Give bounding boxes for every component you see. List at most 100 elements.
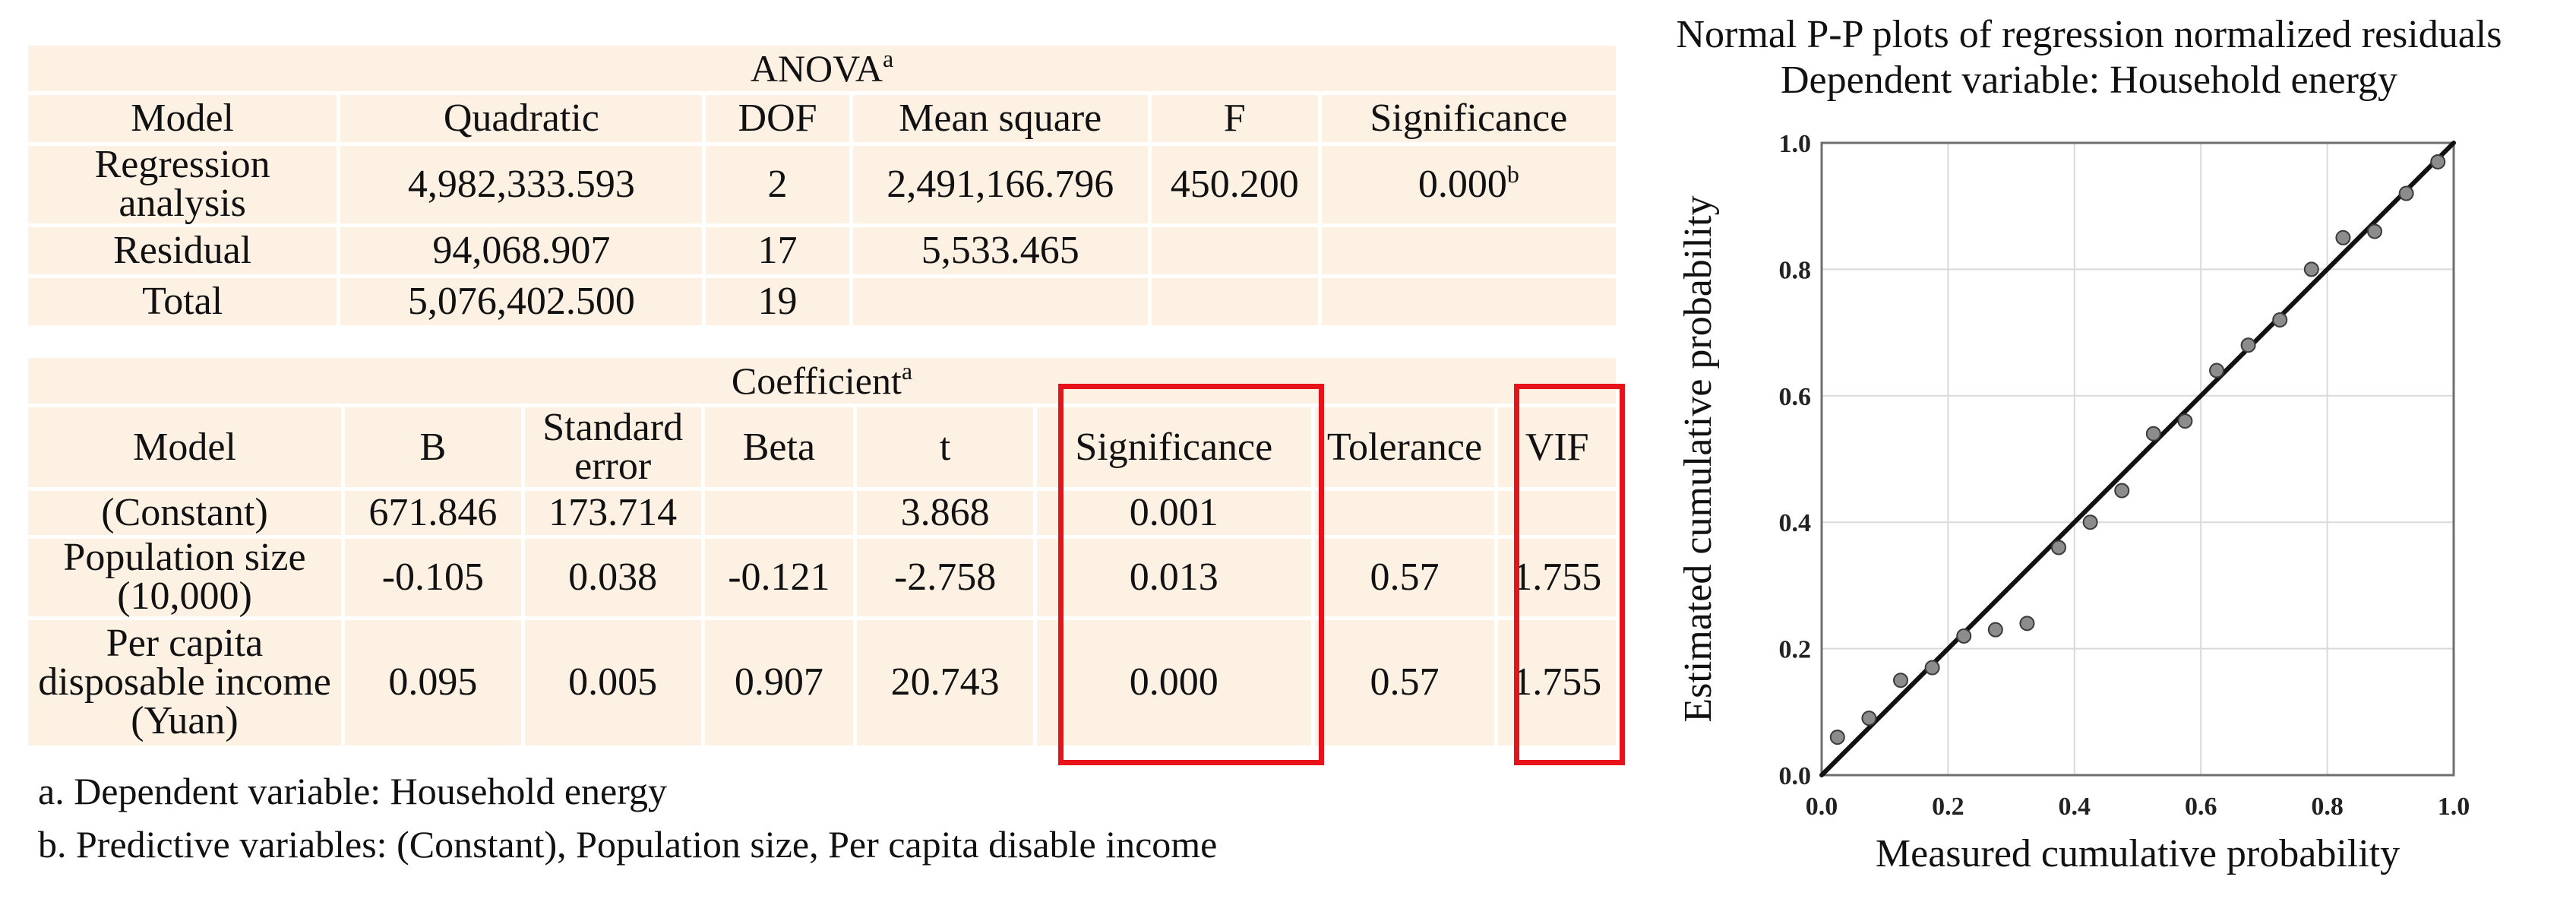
footnote-a: a. Dependent variable: Household energy xyxy=(38,770,667,812)
anova-cell-f xyxy=(1151,277,1318,325)
data-point xyxy=(1893,673,1908,688)
coef-header-significance: Significance xyxy=(1037,407,1311,487)
significance-highlight-box xyxy=(1058,384,1324,765)
anova-cell-significance: 0.000b xyxy=(1321,146,1616,223)
table-row: Residual 94,068.907 17 5,533.465 xyxy=(28,226,1616,274)
anova-header-significance: Significance xyxy=(1321,95,1616,142)
x-tick-label: 0.6 xyxy=(2185,793,2217,821)
data-point xyxy=(1861,711,1877,726)
anova-cell-model: Total xyxy=(28,277,337,325)
coef-header-beta: Beta xyxy=(704,407,854,487)
anova-cell-mean-square: 5,533.465 xyxy=(852,226,1148,274)
coef-cell-b: -0.105 xyxy=(345,539,521,616)
data-point xyxy=(2430,154,2446,169)
coef-header-t: t xyxy=(857,407,1034,487)
coef-cell-significance: 0.001 xyxy=(1037,491,1311,535)
x-tick-label: 0.4 xyxy=(2059,793,2091,821)
plot-title-line1: Normal P-P plots of regression normalize… xyxy=(1676,13,2502,56)
table-row: Total 5,076,402.500 19 xyxy=(28,277,1616,325)
table-row: Population size (10,000) -0.105 0.038 -0… xyxy=(28,538,1616,616)
data-point xyxy=(1924,660,1940,676)
data-point xyxy=(2209,362,2224,378)
coef-cell-model: (Constant) xyxy=(28,491,342,535)
coef-cell-b: 0.095 xyxy=(345,619,521,745)
coef-cell-significance: 0.013 xyxy=(1037,539,1311,616)
anova-cell-f: 450.200 xyxy=(1151,146,1318,223)
tick-labels: 0.0 0.0 0.2 0.2 0.4 0.4 0.6 0.6 0.8 0.8 1.0 1.0 xyxy=(1779,130,2470,821)
coefficient-title: Coefficienta xyxy=(28,358,1616,404)
anova-cell-dof: 19 xyxy=(706,277,849,325)
anova-cell-model: Residual xyxy=(28,226,337,274)
y-tick-label: 0.4 xyxy=(1779,509,1812,537)
coef-header-standard-error: Standard error xyxy=(524,407,701,487)
table-row: Per capita disposable income (Yuan) 0.09… xyxy=(28,619,1616,745)
pp-plot-chart: 0.0 0.0 0.2 0.2 0.4 0.4 0.6 0.6 0.8 0.8 1.0 1.0 Mea… xyxy=(1677,130,2470,875)
data-point xyxy=(2303,261,2319,277)
anova-cell-f xyxy=(1151,226,1318,274)
grid-lines xyxy=(1822,143,2454,775)
anova-table: ANOVAa Model Quadratic DOF Mean square F… xyxy=(24,42,1620,329)
anova-header-mean-square: Mean square xyxy=(852,95,1148,142)
anova-cell-dof: 2 xyxy=(706,146,849,223)
y-tick-label: 1.0 xyxy=(1779,130,1812,158)
anova-header-quadratic: Quadratic xyxy=(340,95,703,142)
coefficient-table: Coefficienta Model B Standard error Beta… xyxy=(24,354,1620,749)
footnote-b: b. Predictive variables: (Constant), Pop… xyxy=(38,823,1218,866)
coef-cell-se: 173.714 xyxy=(524,491,701,535)
table-row: (Constant) 671.846 173.714 3.868 0.001 xyxy=(28,491,1616,535)
data-point xyxy=(2177,413,2193,429)
data-point xyxy=(2019,616,2035,632)
anova-title: ANOVAa xyxy=(28,46,1616,91)
coef-cell-model: Population size (10,000) xyxy=(28,538,342,616)
data-point xyxy=(2145,426,2161,442)
x-tick-label: 0.8 xyxy=(2311,793,2344,821)
x-tick-label: 1.0 xyxy=(2438,793,2470,821)
data-point xyxy=(2398,185,2414,201)
x-axis-label: Measured cumulative probability xyxy=(1876,832,2400,875)
data-point xyxy=(1956,628,1972,644)
anova-cell-model: Regression analysis xyxy=(28,145,337,223)
y-axis-label: Estimated cumulative probability xyxy=(1677,195,1720,722)
coef-cell-beta: -0.121 xyxy=(704,539,854,616)
coef-cell-beta xyxy=(704,491,854,535)
anova-cell-quadratic: 4,982,333.593 xyxy=(340,146,703,223)
plot-frame xyxy=(1820,141,2455,777)
coef-cell-significance: 0.000 xyxy=(1037,619,1311,745)
anova-cell-dof: 17 xyxy=(706,226,849,274)
coef-cell-se: 0.038 xyxy=(524,539,701,616)
anova-cell-mean-square: 2,491,166.796 xyxy=(852,146,1148,223)
coef-cell-b: 671.846 xyxy=(345,491,521,535)
coef-header-b: B xyxy=(345,407,521,487)
reference-line xyxy=(1819,141,2456,777)
anova-header-model: Model xyxy=(28,95,337,142)
data-point xyxy=(2114,483,2130,499)
data-point xyxy=(2051,540,2066,556)
y-tick-label: 0.8 xyxy=(1779,256,1812,284)
data-point xyxy=(2240,337,2256,353)
anova-cell-quadratic: 94,068.907 xyxy=(340,226,703,274)
coef-cell-tolerance xyxy=(1314,491,1495,535)
coef-cell-t: -2.758 xyxy=(857,539,1034,616)
anova-cell-quadratic: 5,076,402.500 xyxy=(340,277,703,325)
plot-title: Normal P-P plots of regression normalize… xyxy=(1610,12,2568,103)
y-tick-label: 0.6 xyxy=(1779,383,1812,411)
anova-header-f: F xyxy=(1151,95,1318,142)
coef-cell-t: 3.868 xyxy=(857,491,1034,535)
coef-cell-tolerance: 0.57 xyxy=(1314,619,1495,745)
data-point xyxy=(2335,229,2351,245)
coef-cell-model: Per capita disposable income (Yuan) xyxy=(28,619,342,745)
anova-header-dof: DOF xyxy=(706,95,849,142)
data-point xyxy=(2367,223,2382,239)
anova-cell-significance xyxy=(1321,226,1616,274)
coef-header-model: Model xyxy=(28,407,342,487)
coef-cell-t: 20.743 xyxy=(857,619,1034,745)
vif-highlight-box xyxy=(1514,384,1625,765)
coef-cell-beta: 0.907 xyxy=(704,619,854,745)
data-point xyxy=(1987,622,2003,638)
data-point xyxy=(2082,514,2098,530)
data-point xyxy=(1829,730,1845,745)
coef-cell-tolerance: 0.57 xyxy=(1314,539,1495,616)
coef-cell-se: 0.005 xyxy=(524,619,701,745)
y-tick-label: 0.2 xyxy=(1779,636,1812,664)
coef-header-tolerance: Tolerance xyxy=(1314,407,1495,487)
